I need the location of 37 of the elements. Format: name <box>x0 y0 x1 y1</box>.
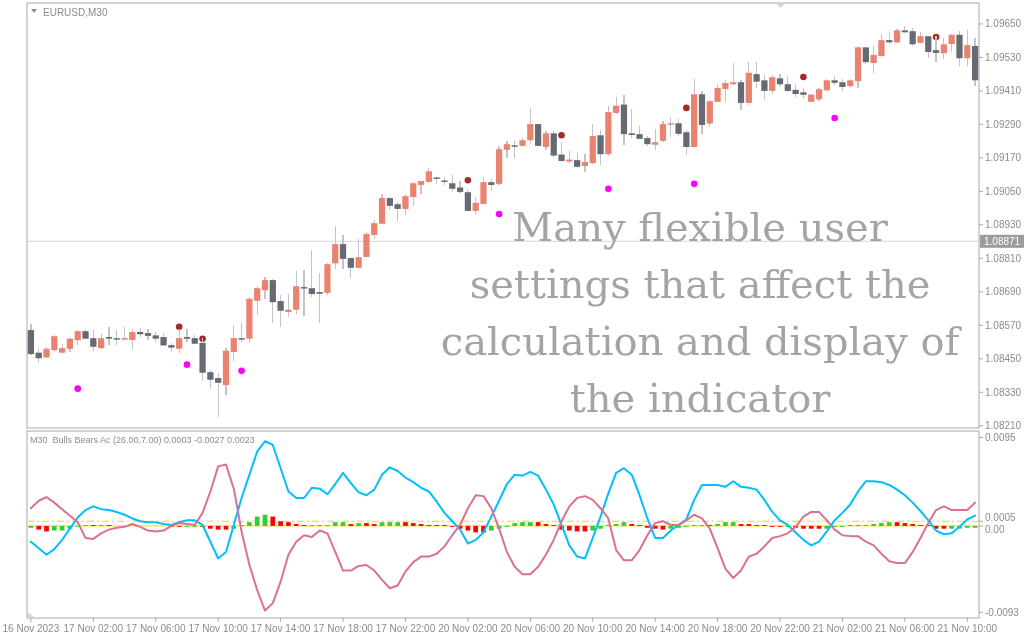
y-tick-label: 1.08210 <box>985 420 1022 432</box>
x-tick-label: 21 Nov 06:00 <box>875 622 936 634</box>
y-tick-label: 1.08570 <box>985 319 1022 331</box>
y-tick-label: 0.0005 <box>985 512 1017 524</box>
x-tick-label: 21 Nov 10:00 <box>937 622 998 634</box>
x-tick-label: 20 Nov 22:00 <box>750 622 811 634</box>
x-tick-label: 20 Nov 18:00 <box>687 622 748 634</box>
y-tick-label: 1.08330 <box>985 386 1022 398</box>
x-tick-label: 20 Nov 10:00 <box>562 622 623 634</box>
x-tick-label: 17 Nov 18:00 <box>313 622 374 634</box>
y-tick-label: 1.09290 <box>985 118 1022 130</box>
y-tick-label: 1.08810 <box>985 252 1022 264</box>
x-tick-label: 17 Nov 06:00 <box>126 622 186 634</box>
x-tick-label: 17 Nov 22:00 <box>375 622 436 634</box>
x-tick-label: 17 Nov 02:00 <box>63 622 124 634</box>
y-tick-label: 1.09050 <box>985 185 1022 197</box>
annotation: Many flexible user settings that affect the calculation and display of the indicator <box>440 204 963 421</box>
x-tick-label: 16 Nov 2023 <box>2 622 60 634</box>
y-tick-label: 1.08690 <box>985 286 1022 298</box>
y-tick-label: 1.08930 <box>985 219 1022 231</box>
y-tick-label: 1.09530 <box>985 51 1022 63</box>
y-tick-label: 1.09410 <box>985 85 1022 97</box>
y-tick-label: 0.00 <box>985 524 1005 536</box>
ref-line-label: 1.08871 <box>984 235 1021 247</box>
chart-title: EURUSD,M30 <box>43 6 108 18</box>
x-tick-label: 21 Nov 02:00 <box>812 622 873 634</box>
y-tick-label: -0.0093 <box>985 606 1020 618</box>
x-tick-label: 17 Nov 14:00 <box>250 622 311 634</box>
y-tick-label: 0.0095 <box>985 432 1017 444</box>
x-tick-label: 20 Nov 14:00 <box>625 622 686 634</box>
y-tick-label: 1.09650 <box>985 18 1022 30</box>
x-tick-label: 20 Nov 02:00 <box>438 622 499 634</box>
y-tick-label: 1.09170 <box>985 152 1022 164</box>
y-tick-label: 1.08450 <box>985 353 1022 365</box>
chart-title: M30 Bulls Bears Ac (26.00,7.00) 0.0003 -0.0027 0.0023 <box>30 435 255 445</box>
x-tick-label: 20 Nov 06:00 <box>500 622 561 634</box>
x-tick-label: 17 Nov 10:00 <box>188 622 249 634</box>
